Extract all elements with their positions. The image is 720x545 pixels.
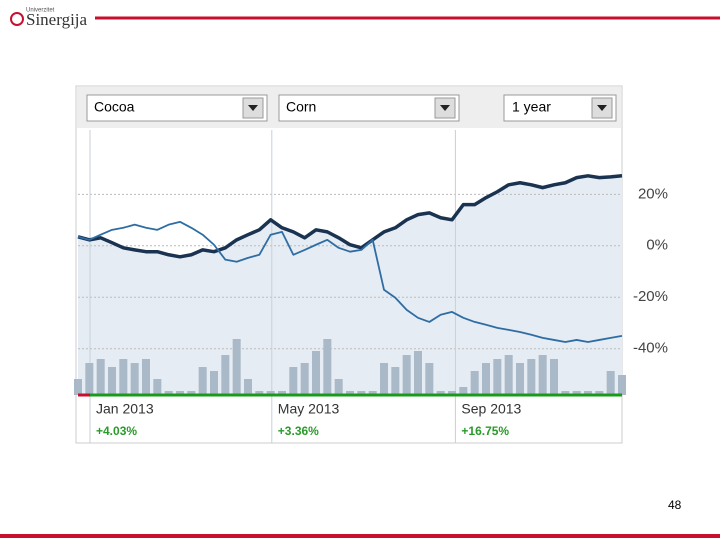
volume-bar bbox=[74, 379, 82, 395]
volume-bar bbox=[255, 391, 264, 395]
line bbox=[77, 220, 623, 343]
volume-bar bbox=[618, 375, 626, 395]
volume-bar bbox=[346, 391, 354, 395]
logo-icon bbox=[10, 12, 24, 26]
y-tick-label: -40% bbox=[633, 340, 668, 357]
volume-bar bbox=[210, 371, 218, 395]
volume-bar bbox=[425, 363, 434, 395]
volume-bar bbox=[108, 367, 116, 395]
volume-bar bbox=[187, 391, 196, 395]
y-tick-label: -20% bbox=[633, 288, 668, 305]
volume-bar bbox=[482, 363, 490, 395]
volume-bar bbox=[380, 363, 388, 395]
volume-bar bbox=[85, 363, 94, 395]
volume-bar bbox=[119, 359, 128, 395]
x-tick-label: May 2013 bbox=[278, 401, 340, 417]
volume-bar bbox=[561, 391, 570, 395]
dropdown-label[interactable]: Cocoa bbox=[94, 99, 135, 115]
period-change: +4.03% bbox=[96, 424, 137, 438]
volume-bar bbox=[130, 363, 139, 395]
volume-bar bbox=[266, 391, 275, 395]
volume-bar bbox=[584, 391, 592, 395]
volume-bar bbox=[334, 379, 343, 395]
x-tick-label: Sep 2013 bbox=[461, 401, 521, 417]
volume-bar bbox=[153, 379, 162, 395]
volume-bar bbox=[391, 367, 400, 395]
volume-bar bbox=[221, 355, 230, 395]
period-change: +16.75% bbox=[461, 424, 509, 438]
dropdown-box[interactable] bbox=[86, 94, 268, 122]
page-number: 48 bbox=[668, 498, 682, 512]
volume-bar bbox=[493, 359, 502, 395]
y-tick-label: 0% bbox=[646, 237, 668, 254]
volume-bar bbox=[142, 359, 150, 395]
volume-bar bbox=[312, 351, 320, 395]
volume-bar bbox=[278, 391, 286, 395]
volume-bar bbox=[323, 339, 332, 395]
volume-bar bbox=[527, 359, 536, 395]
logo: Sinergija bbox=[26, 10, 88, 29]
volume-bar bbox=[300, 363, 309, 395]
volume-bar bbox=[357, 391, 366, 395]
logo-small: Univerzitet bbox=[26, 8, 55, 14]
line bbox=[77, 174, 623, 259]
dropdown[interactable]: Cocoa bbox=[86, 94, 268, 122]
volume-bar bbox=[550, 359, 558, 395]
volume-bar bbox=[414, 351, 422, 395]
volume-bar bbox=[516, 363, 524, 395]
plot: 20% 0% -20% -40% Jan 2013 +4.03% May 2013 +3.36… bbox=[74, 130, 668, 443]
volume-bar bbox=[448, 391, 456, 395]
volume-bar bbox=[402, 355, 411, 395]
volume-bar bbox=[595, 391, 604, 395]
volume-bar bbox=[289, 367, 298, 395]
period-change: +3.36% bbox=[278, 424, 319, 438]
volume-bar bbox=[164, 391, 173, 395]
y-tick-label: 20% bbox=[638, 185, 668, 202]
volume-bar bbox=[470, 371, 479, 395]
volume-bar bbox=[244, 379, 252, 395]
volume-bar bbox=[198, 367, 207, 395]
dropdown-arrow bbox=[440, 105, 450, 111]
dropdown[interactable]: 1 year bbox=[503, 94, 617, 122]
volume-bar bbox=[606, 371, 615, 395]
dropdown-arrow bbox=[248, 105, 258, 111]
dropdown-arrow bbox=[597, 105, 607, 111]
dropdown-label[interactable]: Corn bbox=[286, 99, 316, 115]
volume-bar bbox=[436, 391, 445, 395]
volume-bar bbox=[504, 355, 513, 395]
volume-bar bbox=[459, 387, 468, 395]
dropdown[interactable]: Corn bbox=[278, 94, 460, 122]
area bbox=[78, 175, 622, 395]
volume-bar bbox=[96, 359, 105, 395]
volume-bar bbox=[538, 355, 547, 395]
x-tick-label: Jan 2013 bbox=[96, 401, 154, 417]
volume-bar bbox=[572, 391, 581, 395]
volume-bar bbox=[176, 391, 184, 395]
volume-bar bbox=[232, 339, 241, 395]
dropdown-box[interactable] bbox=[278, 94, 460, 122]
dropdown-label[interactable]: 1 year bbox=[512, 99, 551, 115]
volume-bar bbox=[368, 391, 377, 395]
